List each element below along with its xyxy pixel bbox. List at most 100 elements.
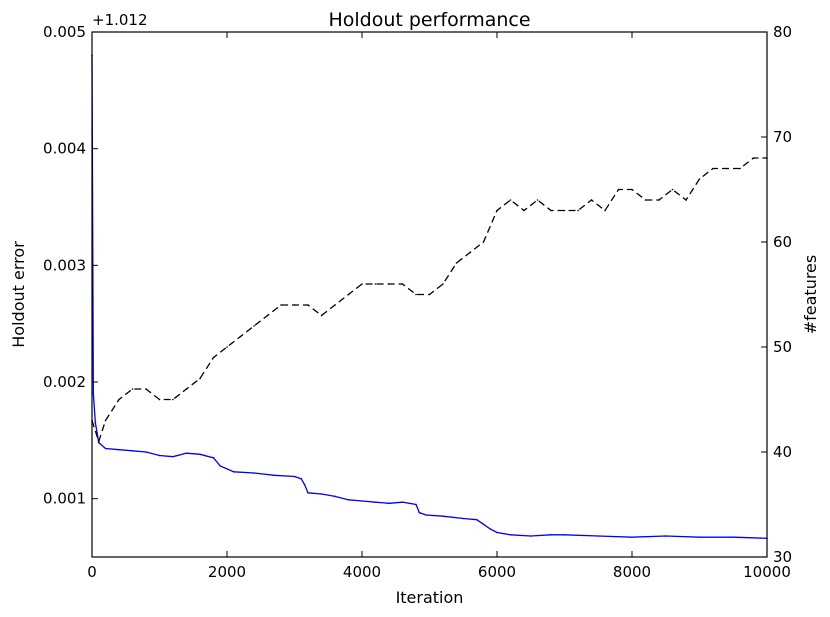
features-point — [131, 388, 134, 390]
y2-axis-label: #features — [801, 255, 820, 335]
x-tick-label: 4000 — [343, 563, 381, 581]
holdout-error-point — [172, 455, 174, 458]
features-point — [239, 335, 242, 338]
holdout-error-point — [232, 471, 235, 473]
holdout-error-point — [664, 535, 667, 537]
holdout-error-point — [347, 499, 350, 501]
holdout-error-point — [388, 502, 390, 505]
features-point — [577, 209, 579, 212]
x-axis-label: Iteration — [396, 588, 464, 607]
holdout-error-point — [131, 450, 134, 452]
holdout-error-point — [418, 511, 421, 514]
features-point — [455, 262, 458, 264]
holdout-error-point — [145, 451, 147, 453]
holdout-error-point — [199, 453, 201, 456]
features-point — [97, 440, 100, 443]
holdout-error-point — [185, 452, 188, 454]
holdout-error-point — [374, 501, 377, 503]
features-point — [496, 209, 498, 212]
y-tick-label: 0.002 — [43, 373, 86, 391]
features-point — [320, 314, 323, 317]
holdout-error-point — [118, 448, 120, 451]
holdout-error-point — [732, 536, 735, 538]
plot-frame — [91, 31, 768, 558]
features-point — [253, 325, 255, 327]
features-point — [563, 209, 566, 212]
features-point — [644, 199, 647, 201]
holdout-error-point — [253, 472, 255, 474]
holdout-error-point — [300, 478, 303, 480]
features-point — [428, 293, 431, 296]
holdout-error-point — [334, 495, 336, 498]
y-offset-label: +1.012 — [92, 11, 148, 29]
chart-title: Holdout performance — [328, 9, 530, 31]
features-point — [482, 241, 485, 243]
holdout-error-point — [415, 503, 417, 506]
holdout-error-point — [219, 465, 222, 467]
y2-tick-label: 40 — [773, 443, 792, 461]
features-point — [685, 199, 687, 201]
holdout-error-point — [92, 392, 95, 395]
holdout-error-point — [401, 501, 404, 503]
features-point — [536, 199, 539, 201]
features-point — [469, 251, 471, 254]
features-point — [631, 188, 633, 191]
features-point — [739, 167, 741, 170]
holdout-error-point — [442, 515, 444, 517]
features-point — [712, 167, 714, 170]
features-point — [388, 283, 390, 285]
features-point — [415, 293, 417, 296]
x-tick-label: 10000 — [743, 563, 791, 581]
holdout-error-point — [550, 534, 552, 536]
y2-tick-label: 50 — [773, 338, 792, 356]
x-tick-label: 0 — [87, 563, 97, 581]
features-point — [523, 209, 525, 212]
features-dashed-line — [91, 157, 767, 444]
y2-tick-label: 80 — [773, 23, 792, 41]
features-point — [698, 178, 701, 180]
features-point — [509, 199, 512, 201]
features-point — [550, 209, 552, 212]
holdout-error-point — [489, 528, 492, 530]
y-axis-label: Holdout error — [9, 241, 28, 348]
holdout-error-point — [529, 535, 532, 537]
x-tick-label: 8000 — [613, 563, 651, 581]
holdout-error-line — [91, 55, 768, 539]
holdout-error-point — [698, 536, 701, 538]
holdout-error-point — [563, 534, 566, 536]
features-point — [293, 304, 296, 306]
x-tick-label: 2000 — [208, 563, 246, 581]
y-tick-label: 0.001 — [43, 490, 86, 508]
holdout-error-point — [158, 454, 161, 457]
holdout-error-point — [307, 492, 309, 494]
holdout-error-point — [94, 422, 97, 424]
features-point — [361, 283, 363, 285]
features-point — [725, 167, 728, 170]
features-point — [185, 388, 188, 390]
features-point — [172, 398, 174, 401]
y-tick-label: 0.004 — [43, 140, 86, 158]
features-point — [280, 304, 282, 306]
features-point — [442, 283, 444, 285]
axis-ticks: 0 2000 4000 6000 8000 10000 0.001 0.002 0.003 0.0… — [43, 23, 792, 581]
features-point — [374, 283, 377, 285]
features-point — [334, 304, 336, 306]
x-tick-label: 6000 — [478, 563, 516, 581]
y2-tick-label: 30 — [773, 548, 792, 566]
holdout-error-point — [303, 483, 306, 486]
features-point — [307, 304, 309, 306]
holdout-error-point — [320, 493, 323, 495]
features-point — [118, 398, 120, 401]
holdout-error-point — [104, 447, 107, 450]
features-point — [145, 388, 147, 390]
holdout-error-point — [597, 535, 600, 537]
features-point — [226, 346, 228, 348]
features-point — [752, 157, 755, 159]
features-point — [671, 188, 674, 191]
features-point — [401, 283, 404, 285]
holdout-error-point — [462, 517, 465, 520]
y-tick-label: 0.003 — [43, 256, 86, 274]
holdout-error-point — [212, 457, 215, 459]
features-point — [604, 209, 606, 212]
